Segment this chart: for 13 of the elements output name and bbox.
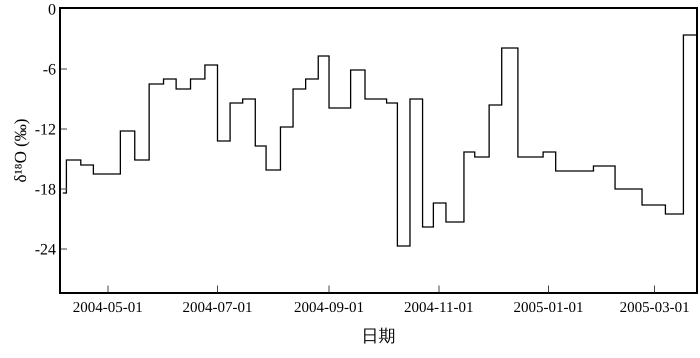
y-tick-label: -12: [34, 122, 56, 139]
x-tick-label: 2004-05-01: [72, 300, 143, 316]
y-tick-label: -18: [34, 182, 56, 199]
x-tick-label: 2004-09-01: [294, 300, 364, 316]
x-axis-title: 日期: [362, 326, 396, 346]
y-tick-label: -6: [42, 62, 56, 79]
x-tick-label: 2004-07-01: [182, 300, 252, 316]
x-tick-label: 2004-11-01: [404, 300, 474, 316]
x-tick-label: 2005-03-01: [620, 300, 690, 316]
x-tick-label: 2005-01-01: [513, 300, 584, 316]
y-axis-title: δ¹⁸O (‰): [10, 118, 30, 182]
y-tick-label: -24: [34, 242, 56, 259]
y-tick-label: 0: [48, 2, 56, 19]
